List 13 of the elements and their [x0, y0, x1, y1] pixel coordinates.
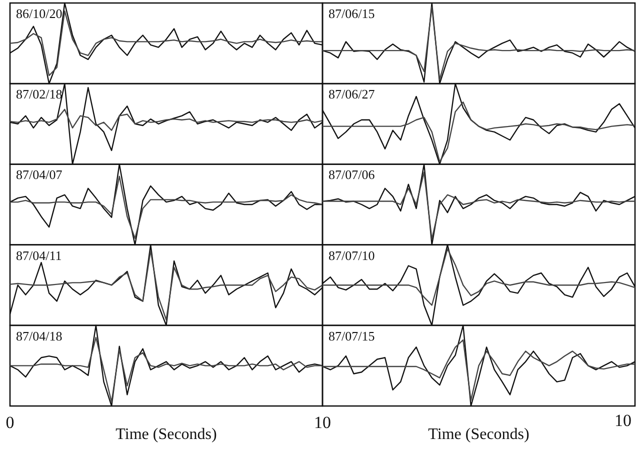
- chart-title: 87/04/11: [16, 248, 62, 263]
- chart-title: 87/07/10: [328, 248, 375, 263]
- chart-title: 87/06/27: [328, 86, 376, 102]
- chart-title: 87/07/15: [328, 328, 375, 344]
- chart-title: 87/06/15: [328, 6, 375, 21]
- x-axis-title: Time (Seconds): [116, 426, 217, 443]
- chart-title: 87/02/18: [16, 86, 62, 102]
- chart-title: 87/07/06: [328, 167, 376, 182]
- x-axis-title: Time (Seconds): [428, 426, 530, 443]
- chart-title: 87/04/18: [16, 328, 62, 344]
- chart-title: 86/10/20: [16, 6, 62, 21]
- chart-title: 87/04/07: [16, 167, 63, 182]
- x-tick-label: 0: [6, 413, 14, 432]
